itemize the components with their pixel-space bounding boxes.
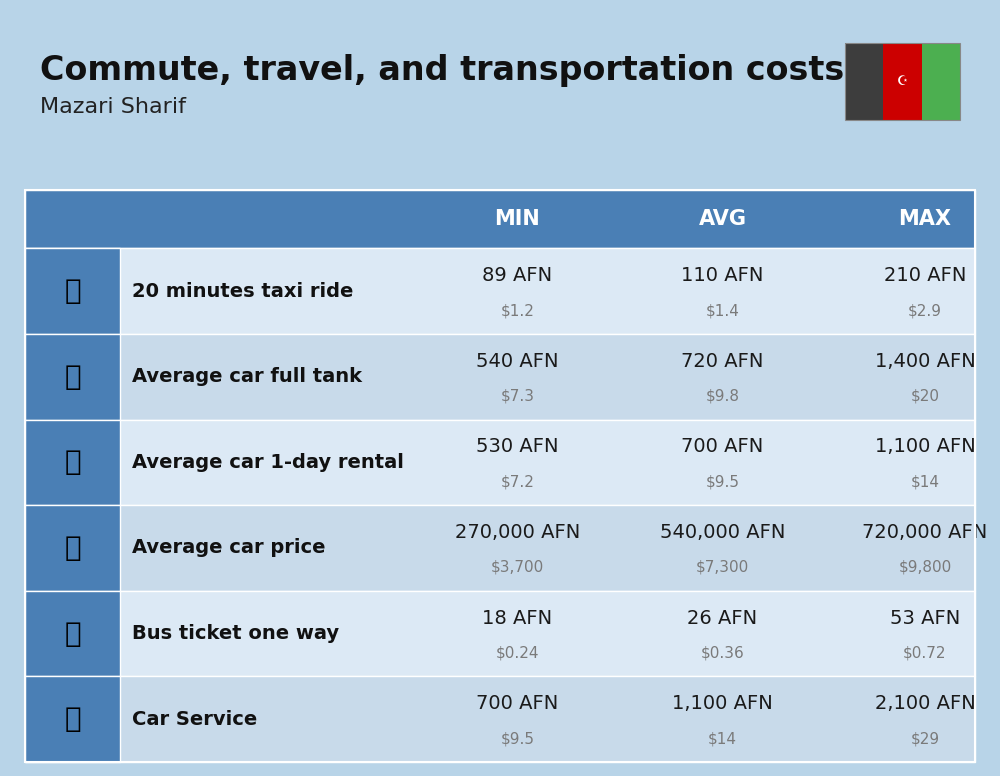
Text: 🚙: 🚙 [64, 449, 81, 476]
Text: $0.72: $0.72 [903, 646, 947, 660]
Text: $2.9: $2.9 [908, 303, 942, 318]
Text: Average car 1-day rental: Average car 1-day rental [132, 453, 404, 472]
Text: $9,800: $9,800 [898, 560, 952, 575]
Text: 270,000 AFN: 270,000 AFN [455, 523, 580, 542]
Text: Commute, travel, and transportation costs: Commute, travel, and transportation cost… [40, 54, 844, 88]
Text: 720,000 AFN: 720,000 AFN [862, 523, 988, 542]
Text: $0.24: $0.24 [496, 646, 539, 660]
Text: $29: $29 [910, 731, 940, 746]
Text: $14: $14 [708, 731, 737, 746]
Text: 🚕: 🚕 [64, 277, 81, 305]
Text: 210 AFN: 210 AFN [884, 266, 966, 285]
Text: 89 AFN: 89 AFN [482, 266, 553, 285]
Text: $14: $14 [910, 474, 939, 489]
Text: $0.36: $0.36 [701, 646, 744, 660]
Text: $1.4: $1.4 [706, 303, 739, 318]
Text: AVG: AVG [698, 210, 746, 229]
Text: 700 AFN: 700 AFN [681, 438, 764, 456]
Text: 720 AFN: 720 AFN [681, 352, 764, 371]
Text: Average car full tank: Average car full tank [132, 367, 362, 386]
Text: 53 AFN: 53 AFN [890, 608, 960, 628]
Text: 26 AFN: 26 AFN [687, 608, 758, 628]
Text: Mazari Sharif: Mazari Sharif [40, 97, 186, 117]
Text: 🚌: 🚌 [64, 619, 81, 648]
Text: ⛽: ⛽ [64, 362, 81, 391]
Text: $9.5: $9.5 [501, 731, 534, 746]
Text: 18 AFN: 18 AFN [482, 608, 553, 628]
Text: MAX: MAX [898, 210, 951, 229]
Text: 1,100 AFN: 1,100 AFN [672, 695, 773, 713]
Text: 2,100 AFN: 2,100 AFN [875, 695, 975, 713]
Text: 110 AFN: 110 AFN [681, 266, 764, 285]
Text: 530 AFN: 530 AFN [476, 438, 559, 456]
Text: 🔧: 🔧 [64, 705, 81, 733]
Text: $7.2: $7.2 [501, 474, 534, 489]
Text: Car Service: Car Service [132, 710, 257, 729]
Text: $1.2: $1.2 [501, 303, 534, 318]
Text: Bus ticket one way: Bus ticket one way [132, 624, 339, 643]
Text: $20: $20 [910, 389, 939, 404]
Text: 🚗: 🚗 [64, 534, 81, 562]
Text: $9.5: $9.5 [706, 474, 740, 489]
Text: 540,000 AFN: 540,000 AFN [660, 523, 785, 542]
Text: 1,400 AFN: 1,400 AFN [875, 352, 975, 371]
Text: $7,300: $7,300 [696, 560, 749, 575]
Text: 540 AFN: 540 AFN [476, 352, 559, 371]
Text: 1,100 AFN: 1,100 AFN [875, 438, 975, 456]
Text: 20 minutes taxi ride: 20 minutes taxi ride [132, 282, 353, 300]
Text: Average car price: Average car price [132, 539, 326, 557]
Text: $3,700: $3,700 [491, 560, 544, 575]
Text: ☪: ☪ [897, 75, 908, 88]
Text: MIN: MIN [495, 210, 540, 229]
Text: $9.8: $9.8 [706, 389, 740, 404]
Text: $7.3: $7.3 [501, 389, 534, 404]
Text: 700 AFN: 700 AFN [476, 695, 559, 713]
